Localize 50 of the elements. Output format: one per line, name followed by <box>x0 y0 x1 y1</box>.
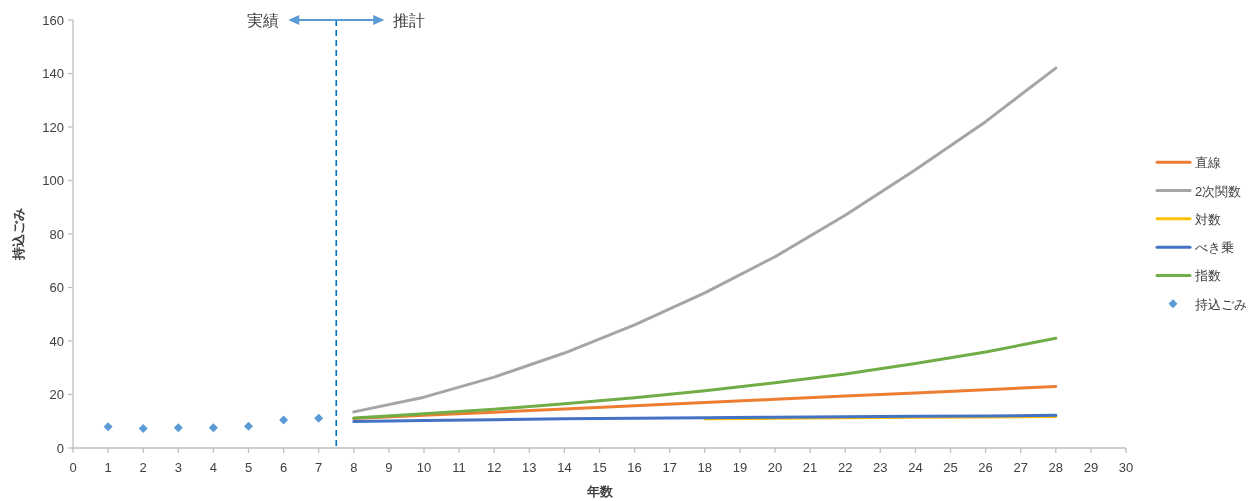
x-tick-label: 29 <box>1083 460 1099 475</box>
y-axis-title: 持込ごみ <box>11 208 26 260</box>
x-tick-label: 3 <box>174 460 182 475</box>
y-tick-label: 20 <box>49 387 64 402</box>
y-tick-label: 0 <box>56 440 64 456</box>
x-tick-label: 24 <box>908 460 923 475</box>
x-tick-label: 10 <box>416 460 432 475</box>
x-tick-label: 0 <box>69 460 77 475</box>
x-tick-label: 18 <box>697 460 713 475</box>
x-tick-label: 26 <box>978 460 993 475</box>
x-tick-label: 25 <box>943 460 958 475</box>
x-tick-label: 19 <box>732 460 748 475</box>
annotation: 推計 <box>393 12 426 29</box>
x-tick-label: 28 <box>1048 460 1064 475</box>
x-tick-label: 17 <box>662 460 677 475</box>
y-tick-label: 140 <box>42 66 64 81</box>
x-tick-label: 5 <box>244 460 253 475</box>
legend-label: 指数 <box>1195 268 1221 284</box>
annotation: 実績 <box>247 12 280 29</box>
y-tick-label: 120 <box>42 119 64 135</box>
x-tick-label: 7 <box>315 460 323 475</box>
x-tick-label: 9 <box>385 460 393 475</box>
x-tick-label: 27 <box>1013 460 1028 475</box>
y-tick-label: 80 <box>49 226 64 242</box>
x-tick-label: 1 <box>104 460 112 475</box>
y-tick-label: 100 <box>42 173 64 188</box>
x-tick-label: 14 <box>557 460 572 475</box>
x-tick-label: 13 <box>522 460 537 475</box>
y-tick-label: 160 <box>42 12 64 28</box>
legend-label: 対数 <box>1195 211 1221 227</box>
y-tick-label: 40 <box>49 333 64 349</box>
x-tick-label: 22 <box>837 460 853 475</box>
x-tick-label: 6 <box>280 460 288 475</box>
x-tick-label: 4 <box>209 460 217 475</box>
x-tick-label: 20 <box>767 460 783 475</box>
legend-label: 直線 <box>1195 155 1221 171</box>
legend-label: べき乗 <box>1195 240 1234 256</box>
x-tick-label: 8 <box>350 460 358 475</box>
x-tick-label: 23 <box>873 460 888 475</box>
x-axis-title: 年数 <box>586 484 613 499</box>
legend-label: 持込ごみ <box>1195 296 1247 312</box>
x-tick-label: 12 <box>486 460 502 475</box>
x-tick-label: 21 <box>802 460 818 475</box>
x-tick-label: 2 <box>139 460 147 475</box>
x-tick-label: 30 <box>1118 460 1134 475</box>
y-tick-label: 60 <box>49 280 64 295</box>
x-tick-label: 16 <box>627 460 642 475</box>
x-tick-label: 15 <box>592 460 607 475</box>
x-tick-label: 11 <box>452 460 466 475</box>
legend-label: 2次関数 <box>1195 183 1242 199</box>
